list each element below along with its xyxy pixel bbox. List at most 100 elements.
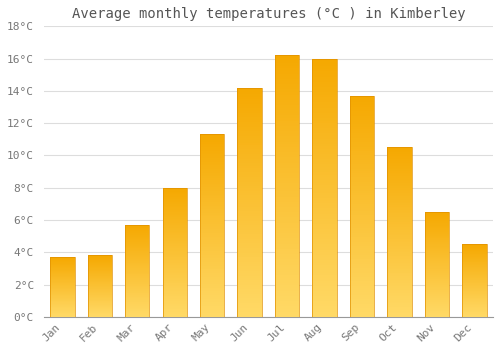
Bar <box>424 276 449 277</box>
Bar <box>462 267 486 268</box>
Bar <box>200 299 224 300</box>
Bar <box>312 291 336 294</box>
Bar <box>162 299 187 300</box>
Bar <box>312 66 336 69</box>
Bar <box>275 131 299 134</box>
Bar <box>312 172 336 175</box>
Bar <box>238 173 262 175</box>
Bar <box>88 283 112 284</box>
Bar <box>50 308 74 309</box>
Bar <box>462 294 486 295</box>
Bar <box>388 214 411 215</box>
Bar <box>162 202 187 203</box>
Bar <box>388 280 411 281</box>
Bar <box>462 273 486 274</box>
Bar <box>88 311 112 312</box>
Bar <box>125 280 150 281</box>
Bar <box>350 105 374 107</box>
Bar <box>350 127 374 129</box>
Bar <box>275 178 299 181</box>
Bar <box>424 245 449 246</box>
Bar <box>350 299 374 301</box>
Bar <box>312 260 336 262</box>
Bar <box>462 265 486 266</box>
Bar <box>275 267 299 270</box>
Bar <box>50 257 74 317</box>
Bar <box>162 207 187 208</box>
Bar <box>388 163 411 164</box>
Bar <box>88 273 112 274</box>
Bar <box>162 212 187 214</box>
Bar <box>275 231 299 233</box>
Bar <box>462 308 486 309</box>
Bar <box>312 180 336 182</box>
Bar <box>275 74 299 76</box>
Bar <box>238 115 262 117</box>
Bar <box>238 204 262 207</box>
Bar <box>388 147 411 149</box>
Bar <box>200 158 224 160</box>
Bar <box>238 133 262 136</box>
Bar <box>275 58 299 61</box>
Bar <box>125 239 150 240</box>
Bar <box>238 113 262 115</box>
Bar <box>388 205 411 206</box>
Bar <box>238 232 262 234</box>
Bar <box>125 286 150 287</box>
Bar <box>238 250 262 253</box>
Bar <box>350 177 374 180</box>
Bar <box>50 283 74 284</box>
Bar <box>312 273 336 275</box>
Bar <box>125 282 150 283</box>
Bar <box>238 149 262 152</box>
Title: Average monthly temperatures (°C ) in Kimberley: Average monthly temperatures (°C ) in Ki… <box>72 7 465 21</box>
Bar <box>50 262 74 263</box>
Bar <box>50 280 74 281</box>
Bar <box>125 227 150 228</box>
Bar <box>200 240 224 242</box>
Bar <box>312 79 336 82</box>
Bar <box>200 242 224 244</box>
Bar <box>312 182 336 185</box>
Bar <box>88 270 112 271</box>
Bar <box>312 208 336 211</box>
Bar <box>350 199 374 202</box>
Bar <box>350 186 374 189</box>
Bar <box>462 269 486 270</box>
Bar <box>275 257 299 259</box>
Bar <box>162 270 187 272</box>
Bar <box>200 295 224 297</box>
Bar <box>238 145 262 147</box>
Bar <box>462 316 486 317</box>
Bar <box>125 303 150 304</box>
Bar <box>162 310 187 312</box>
Bar <box>312 100 336 103</box>
Bar <box>88 276 112 277</box>
Bar <box>125 250 150 251</box>
Bar <box>275 134 299 136</box>
Bar <box>350 125 374 127</box>
Bar <box>162 198 187 199</box>
Bar <box>388 183 411 184</box>
Bar <box>312 275 336 278</box>
Bar <box>424 262 449 263</box>
Bar <box>312 247 336 250</box>
Bar <box>50 275 74 276</box>
Bar <box>424 258 449 259</box>
Bar <box>162 243 187 245</box>
Bar <box>200 302 224 304</box>
Bar <box>275 165 299 168</box>
Bar <box>312 58 336 61</box>
Bar <box>88 256 112 257</box>
Bar <box>350 275 374 277</box>
Bar <box>388 315 411 317</box>
Bar <box>388 169 411 171</box>
Bar <box>238 230 262 232</box>
Bar <box>388 225 411 227</box>
Bar <box>125 243 150 244</box>
Bar <box>125 314 150 315</box>
Bar <box>200 293 224 295</box>
Bar <box>424 224 449 225</box>
Bar <box>388 262 411 264</box>
Bar <box>162 208 187 210</box>
